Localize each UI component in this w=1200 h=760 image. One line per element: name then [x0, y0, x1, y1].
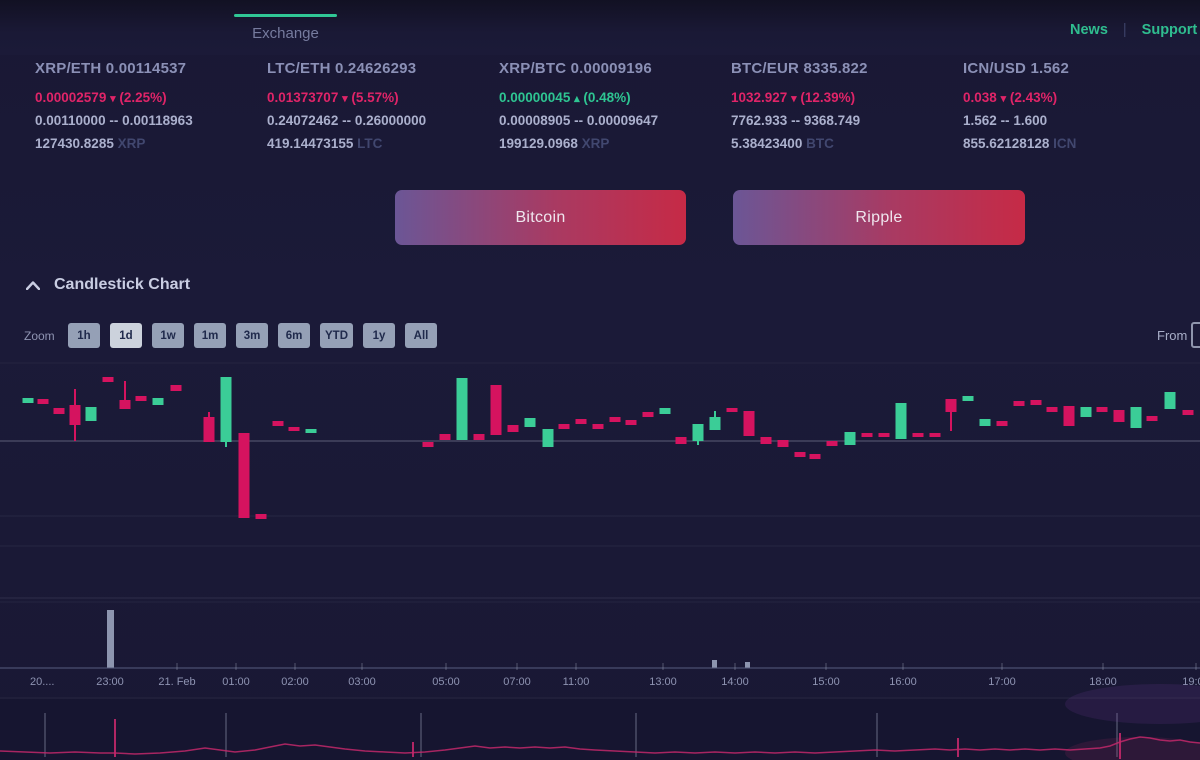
ticker-volume: 127430.8285 XRP — [35, 136, 146, 151]
ticker-btc-eur[interactable]: BTC/EUR 8335.822 1032.927 ▾ (12.39%) 776… — [731, 60, 963, 159]
tab-exchange[interactable]: Exchange — [234, 0, 337, 42]
zoom-button-1h[interactable]: 1h — [68, 323, 100, 348]
ticker-range: 0.00110000 -- 0.00118963 — [35, 113, 193, 128]
svg-text:15:00: 15:00 — [812, 676, 840, 688]
ticker-range: 7762.933 -- 9368.749 — [731, 113, 861, 128]
zoom-label: Zoom — [24, 329, 55, 343]
ticker-change: 0.00002579 ▾ (2.25%) — [35, 90, 167, 105]
ticker-icn-usd[interactable]: ICN/USD 1.562 0.038 ▾ (2.43%) 1.562 -- 1… — [963, 60, 1195, 159]
ticker-volume: 5.38423400 BTC — [731, 136, 834, 151]
zoom-button-3m[interactable]: 3m — [236, 323, 268, 348]
tab-exchange-label: Exchange — [252, 25, 319, 42]
chart-title: Candlestick Chart — [54, 276, 191, 293]
svg-text:14:00: 14:00 — [721, 676, 749, 688]
chart-section-header: Candlestick Chart — [26, 276, 190, 294]
ticker-volume: 855.62128128 ICN — [963, 136, 1077, 151]
top-nav: Exchange News | Support — [0, 0, 1200, 55]
ticker-change: 0.01373707 ▾ (5.57%) — [267, 90, 399, 105]
zoom-button-1w[interactable]: 1w — [152, 323, 184, 348]
ticker-range: 0.00008905 -- 0.00009647 — [499, 113, 659, 128]
ticker-change: 1032.927 ▾ (12.39%) — [731, 90, 856, 105]
svg-text:18:00: 18:00 — [1089, 676, 1117, 688]
down-arrow-icon: ▾ — [1000, 93, 1007, 105]
svg-text:21. Feb: 21. Feb — [158, 676, 195, 688]
up-arrow-icon: ▴ — [574, 93, 580, 105]
collapse-chevron-icon[interactable] — [26, 280, 40, 290]
ticker-range: 0.24072462 -- 0.26000000 — [267, 113, 427, 128]
svg-text:02:00: 02:00 — [281, 676, 309, 688]
nav-separator: | — [1122, 22, 1127, 38]
from-label: From — [1157, 328, 1188, 343]
ticker-pair-price: ICN/USD 1.562 — [963, 60, 1069, 77]
zoom-button-all[interactable]: All — [405, 323, 437, 348]
ticker-change: 0.038 ▾ (2.43%) — [963, 90, 1058, 105]
from-date-input[interactable] — [1191, 322, 1200, 348]
ticker-xrp-btc[interactable]: XRP/BTC 0.00009196 0.00000045 ▴ (0.48%) … — [499, 60, 731, 159]
down-arrow-icon: ▾ — [110, 93, 116, 105]
svg-text:03:00: 03:00 — [348, 676, 376, 688]
svg-text:07:00: 07:00 — [503, 676, 531, 688]
ticker-pair-price: XRP/BTC 0.00009196 — [499, 60, 652, 77]
svg-text:23:00: 23:00 — [96, 676, 124, 688]
down-arrow-icon: ▾ — [791, 93, 797, 105]
svg-text:19:00: 19:00 — [1182, 676, 1200, 688]
ticker-pair-price: BTC/EUR 8335.822 — [731, 60, 868, 77]
ticker-pair-price: XRP/ETH 0.00114537 — [35, 60, 187, 77]
zoom-button-1m[interactable]: 1m — [194, 323, 226, 348]
ticker-pair-price: LTC/ETH 0.24626293 — [267, 60, 417, 77]
zoom-button-1y[interactable]: 1y — [363, 323, 395, 348]
ticker-xrp-eth[interactable]: XRP/ETH 0.00114537 0.00002579 ▾ (2.25%) … — [35, 60, 267, 159]
zoom-button-group: 1h 1d 1w 1m 3m 6m YTD 1y All — [68, 323, 437, 348]
bitcoin-button[interactable]: Bitcoin — [395, 190, 686, 245]
news-link[interactable]: News — [1070, 22, 1108, 38]
zoom-button-1d[interactable]: 1d — [110, 323, 142, 348]
zoom-button-ytd[interactable]: YTD — [320, 323, 353, 348]
tab-active-indicator — [234, 14, 337, 17]
ripple-button[interactable]: Ripple — [733, 190, 1025, 245]
svg-text:17:00: 17:00 — [988, 676, 1016, 688]
support-link[interactable]: Support — [1141, 22, 1198, 38]
svg-text:11:00: 11:00 — [563, 676, 590, 688]
svg-text:01:00: 01:00 — [222, 676, 250, 688]
ticker-ltc-eth[interactable]: LTC/ETH 0.24626293 0.01373707 ▾ (5.57%) … — [267, 60, 499, 159]
svg-text:16:00: 16:00 — [889, 676, 917, 688]
ticker-change: 0.00000045 ▴ (0.48%) — [499, 90, 631, 105]
ticker-row: XRP/ETH 0.00114537 0.00002579 ▾ (2.25%) … — [0, 60, 1200, 159]
svg-text:20....: 20.... — [30, 676, 54, 688]
ticker-volume: 419.14473155 LTC — [267, 136, 383, 151]
ticker-volume: 199129.0968 XRP — [499, 136, 610, 151]
down-arrow-icon: ▾ — [342, 93, 348, 105]
zoom-button-6m[interactable]: 6m — [278, 323, 310, 348]
nav-links: News | Support — [1070, 22, 1197, 38]
svg-text:05:00: 05:00 — [432, 676, 460, 688]
ticker-range: 1.562 -- 1.600 — [963, 113, 1048, 128]
svg-text:13:00: 13:00 — [649, 676, 677, 688]
